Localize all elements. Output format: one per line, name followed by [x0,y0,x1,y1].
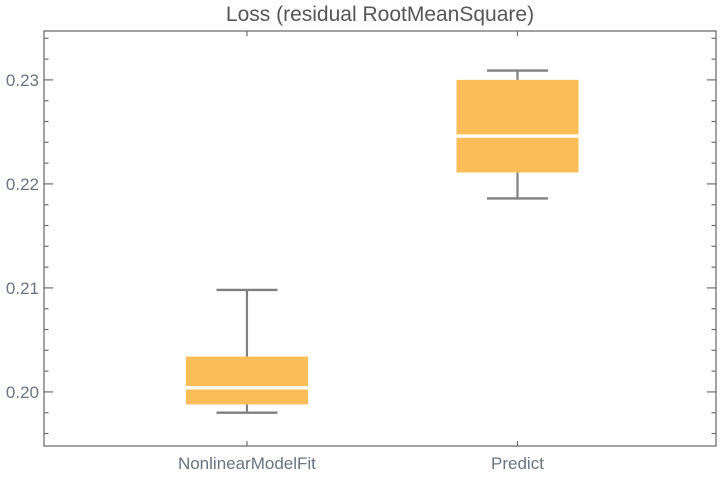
y-axis-tick-label: 0.20 [6,383,39,402]
box-predict [456,79,579,173]
chart-title: Loss (residual RootMeanSquare) [225,3,535,26]
category-label: NonlinearModelFit [178,454,316,473]
y-axis-tick-label: 0.22 [6,175,39,194]
box-nonlinearmodelfit [185,356,308,405]
y-axis-tick-label: 0.23 [6,71,39,90]
plot-frame [43,30,717,447]
category-label: Predict [491,454,544,473]
y-axis-tick-label: 0.21 [6,279,39,298]
